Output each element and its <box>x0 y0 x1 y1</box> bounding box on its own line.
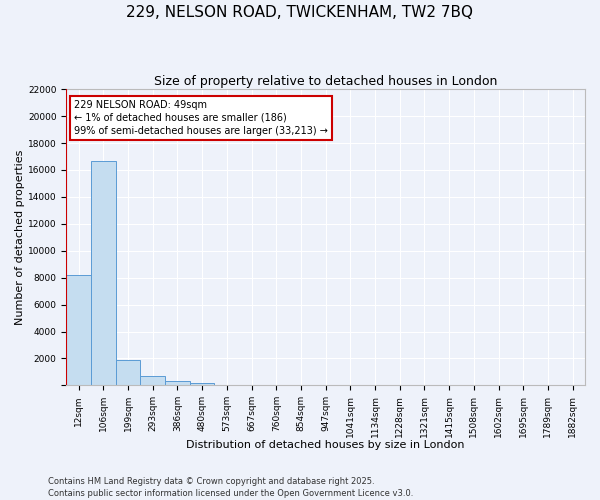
Text: Contains HM Land Registry data © Crown copyright and database right 2025.
Contai: Contains HM Land Registry data © Crown c… <box>48 476 413 498</box>
Bar <box>66 275 91 386</box>
Bar <box>91 160 116 386</box>
X-axis label: Distribution of detached houses by size in London: Distribution of detached houses by size … <box>187 440 465 450</box>
Bar <box>116 360 140 386</box>
Bar <box>190 384 214 386</box>
Bar <box>214 384 239 386</box>
Text: 229, NELSON ROAD, TWICKENHAM, TW2 7BQ: 229, NELSON ROAD, TWICKENHAM, TW2 7BQ <box>127 5 473 20</box>
Bar <box>140 376 165 386</box>
Title: Size of property relative to detached houses in London: Size of property relative to detached ho… <box>154 75 497 88</box>
Y-axis label: Number of detached properties: Number of detached properties <box>15 150 25 325</box>
Text: 229 NELSON ROAD: 49sqm
← 1% of detached houses are smaller (186)
99% of semi-det: 229 NELSON ROAD: 49sqm ← 1% of detached … <box>74 100 328 136</box>
Bar <box>165 380 190 386</box>
